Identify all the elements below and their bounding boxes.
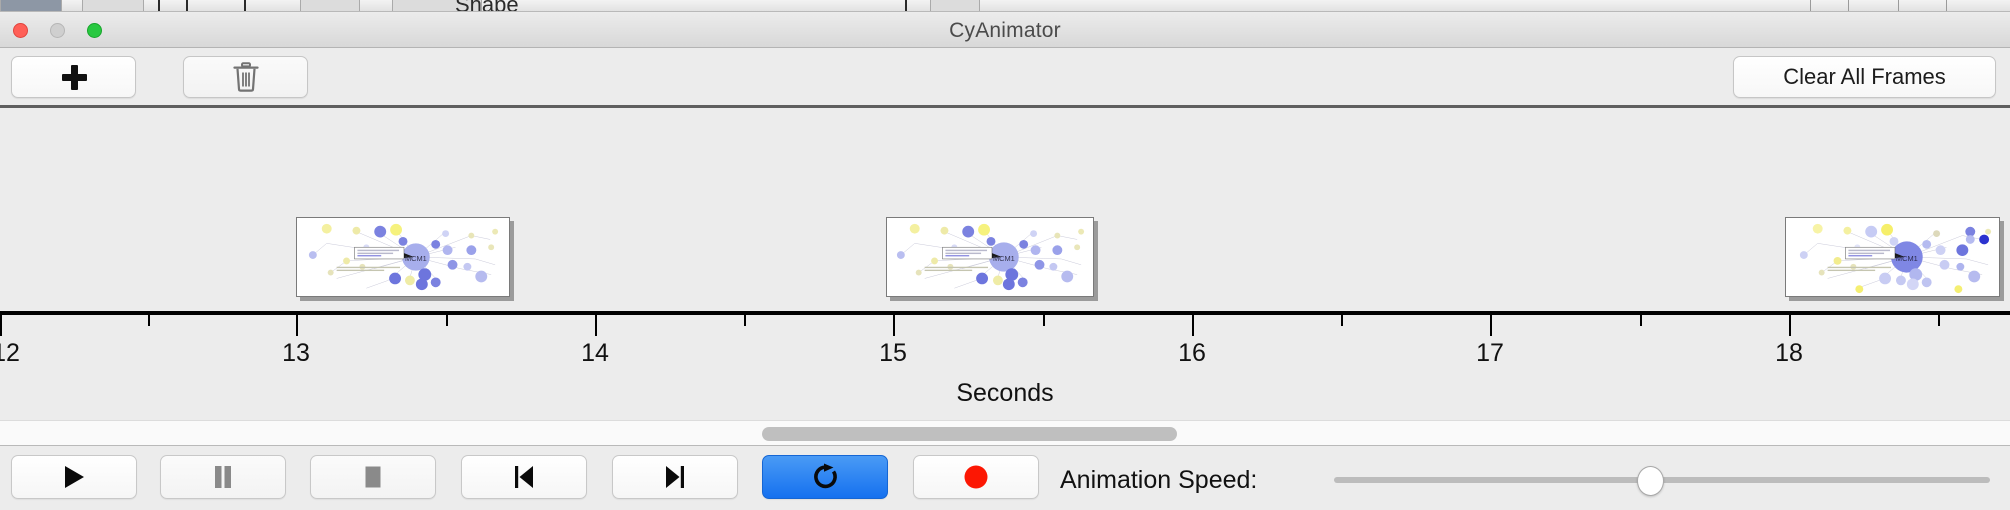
trash-icon [232,62,259,92]
axis-tick-minor [744,315,746,326]
record-icon [964,465,988,489]
stop-button[interactable] [310,455,436,499]
bg-chip [930,0,980,11]
axis-tick-major [1192,315,1194,336]
network-graph-preview: MCM1 [297,218,509,296]
bg-divider [1898,0,1899,11]
network-graph-preview: MCM1 [887,218,1093,296]
axis-tick-minor [446,315,448,326]
bg-divider [1810,0,1811,11]
axis-tick-label: 15 [879,339,907,367]
skip-to-start-icon [515,466,533,488]
frame-thumbnail[interactable]: MCM1 [296,217,510,297]
bg-tick [158,0,160,11]
loop-button[interactable] [762,455,888,499]
axis-tick-label: 18 [1775,339,1803,367]
clear-all-frames-button[interactable]: Clear All Frames [1733,56,1996,98]
axis-tick-label: 14 [581,339,609,367]
axis-tick-major [0,315,2,336]
bg-divider [1848,0,1849,11]
toolbar: Clear All Frames [0,48,2010,108]
pause-icon [215,466,231,488]
scrollbar-thumb[interactable] [762,427,1177,441]
frame-thumbnail[interactable]: MCM1 [1785,217,2000,297]
add-frame-button[interactable] [11,56,136,98]
svg-text:MCM1: MCM1 [1896,254,1918,263]
axis-tick-label: 12 [0,339,20,367]
network-graph-preview: MCM1 [1786,218,1999,296]
close-button[interactable] [13,23,28,38]
axis-tick-minor [148,315,150,326]
maximize-button[interactable] [87,23,102,38]
bg-chip [300,0,360,11]
background-window-label: Shape [455,0,519,11]
title-bar: CyAnimator [0,12,2010,48]
axis-tick-minor [1938,315,1940,326]
bg-chip [392,0,482,11]
play-icon [65,466,84,488]
stop-icon [365,466,381,488]
axis-tick-major [1490,315,1492,336]
background-window-strip: Shape [0,0,2010,12]
skip-to-start-button[interactable] [461,455,587,499]
loop-icon [814,463,837,489]
animation-speed-label: Animation Speed: [1060,466,1258,494]
frame-thumbnail[interactable]: MCM1 [886,217,1094,297]
svg-text:MCM1: MCM1 [405,254,427,263]
skip-to-end-button[interactable] [612,455,738,499]
bg-divider [1946,0,1947,11]
plus-icon [60,63,88,91]
minimize-button[interactable] [50,23,65,38]
axis-tick-label: 17 [1476,339,1504,367]
axis-tick-major [893,315,895,336]
axis-tick-label: 13 [282,339,310,367]
animation-speed-slider-thumb[interactable] [1637,466,1664,496]
timeline-axis [0,311,2010,315]
bg-tick [186,0,188,11]
axis-tick-major [296,315,298,336]
svg-text:MCM1: MCM1 [993,254,1015,263]
bg-tick [244,0,246,11]
clear-all-frames-label: Clear All Frames [1783,64,1946,89]
window-title: CyAnimator [949,19,1061,42]
axis-tick-minor [1341,315,1343,326]
axis-tick-label: 16 [1178,339,1206,367]
axis-caption: Seconds [956,379,1054,407]
bg-chip [82,0,144,11]
axis-tick-major [595,315,597,336]
axis-tick-major [1789,315,1791,336]
axis-tick-minor [1640,315,1642,326]
bg-tick [905,0,907,11]
bg-chip [0,0,62,11]
delete-frame-button[interactable] [183,56,308,98]
timeline-panel[interactable]: MCM1 [0,111,2010,420]
record-button[interactable] [913,455,1039,499]
pause-button[interactable] [160,455,286,499]
axis-tick-minor [1043,315,1045,326]
skip-to-end-icon [666,466,684,488]
play-button[interactable] [11,455,137,499]
timeline-scrollbar[interactable] [0,420,2010,446]
